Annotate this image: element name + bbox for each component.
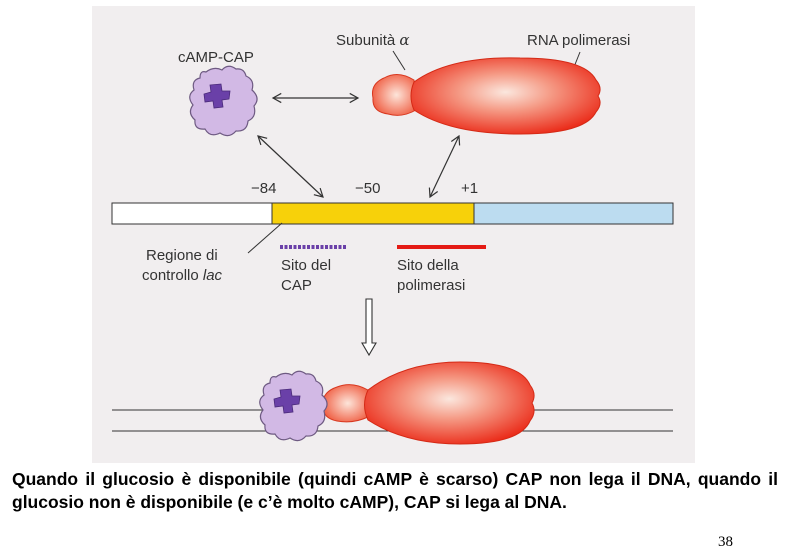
cap-site-line2: CAP [281, 277, 312, 294]
subunit-alpha-label: Subunità α [336, 31, 410, 49]
position-plus1: +1 [461, 180, 478, 197]
subunit-alpha-text: Subunità [336, 32, 399, 49]
position-minus50: −50 [355, 180, 380, 197]
figure-caption: Quando il glucosio è disponibile (quindi… [12, 469, 778, 512]
free-rna-polymerase [372, 57, 601, 135]
bound-camp-cap-complex [259, 370, 328, 442]
sigma-subunit-shape [372, 74, 417, 116]
page-number: 38 [718, 534, 733, 550]
transition-arrow [361, 298, 377, 357]
arrow-polymerase-dna [428, 134, 461, 199]
polymerase-site-label: Sito della polimerasi [397, 257, 465, 294]
lac-control-region [271, 202, 475, 225]
lac-region-line2-text: controllo [142, 267, 203, 284]
arrow-cap-dna [257, 135, 324, 198]
core-polymerase-shape [410, 57, 601, 135]
bound-rna-polymerase [322, 361, 535, 445]
lac-operon-diagram: cAMP-CAP Subunità α RNA polimerasi −84 −… [92, 6, 695, 463]
interaction-arrows [257, 92, 461, 199]
cap-protein-shape [189, 65, 258, 137]
lac-region-line2: controllo lac [142, 267, 223, 284]
lac-region-label: Regione di controllo lac [142, 247, 223, 284]
dna-downstream-segment [473, 202, 674, 225]
subunit-alpha-leader [392, 50, 406, 71]
bound-core-polymerase-shape [364, 361, 535, 445]
dna-upstream-segment [111, 202, 273, 225]
free-camp-cap-complex [189, 65, 258, 137]
cap-site-label: Sito del CAP [281, 257, 335, 294]
lac-region-line2-italic: lac [203, 267, 223, 284]
lac-region-line1: Regione di [146, 247, 218, 264]
dna-strand-top [111, 202, 674, 225]
cap-site-line1: Sito del [281, 257, 331, 274]
camp-cap-label: cAMP-CAP [178, 49, 254, 66]
camp-core-shape [203, 83, 231, 109]
alpha-symbol: α [399, 31, 409, 49]
position-minus84: −84 [251, 180, 276, 197]
lac-region-leader [247, 222, 283, 254]
bound-camp-core-shape [273, 388, 301, 414]
polymerase-site-line2: polimerasi [397, 277, 465, 294]
rna-polymerase-label: RNA polimerasi [527, 32, 630, 49]
bound-cap-protein-shape [259, 370, 328, 442]
bound-sigma-subunit-shape [322, 384, 369, 423]
polymerase-site-line1: Sito della [397, 257, 459, 274]
